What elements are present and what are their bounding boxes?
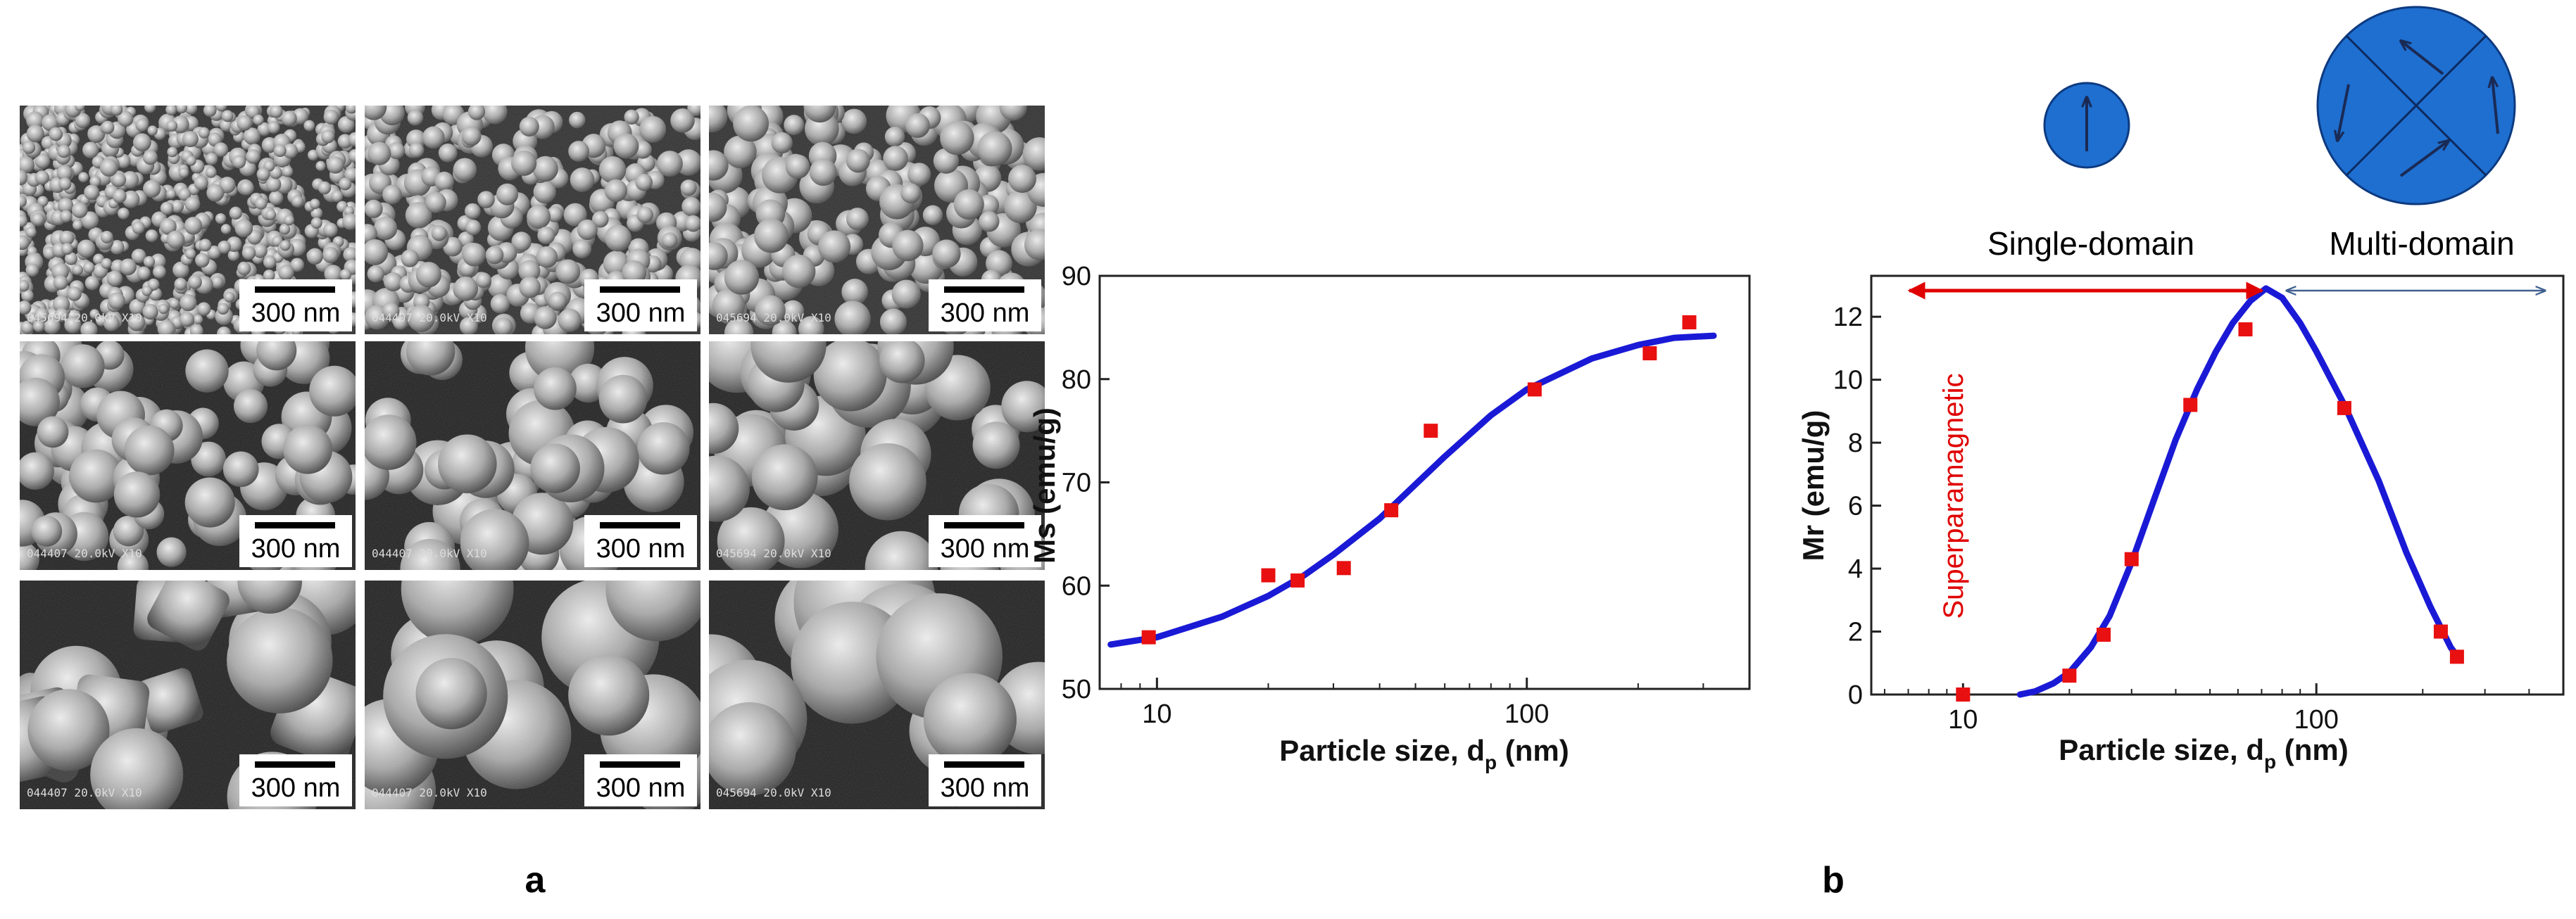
data-point xyxy=(2449,649,2464,664)
fit-curve xyxy=(1107,332,1717,648)
data-point xyxy=(2124,552,2139,566)
mr-chart: 0 2 4 6 8 10 12 10 100 Mr (emu/g) Particle size,… xyxy=(1797,225,2565,773)
scalebar-label: 300 nm xyxy=(596,534,686,564)
y-tick-label: 80 xyxy=(1062,365,1091,395)
scalebar-line xyxy=(944,761,1024,768)
data-point xyxy=(2238,322,2253,337)
scalebar-line xyxy=(255,522,335,528)
sem-micrograph-tile: 045694 20.0kV X10 300 nm xyxy=(709,106,1045,334)
panel-b-label: b xyxy=(1822,860,1845,901)
data-point xyxy=(2097,628,2111,642)
superparamagnetic-label: Superparamagnetic xyxy=(1938,373,1969,619)
data-point xyxy=(1527,382,1542,397)
x-tick-label: 10 xyxy=(1142,699,1171,729)
data-point xyxy=(1384,503,1399,518)
fit-curve xyxy=(2016,285,2463,698)
y-tick-label: 0 xyxy=(1848,680,1863,710)
sem-micrograph-tile: 044407 20.0kV X10 300 nm xyxy=(20,341,356,570)
sem-micrograph-tile: 045694 20.0kV X10 300 nm xyxy=(20,106,356,334)
scalebar-label: 300 nm xyxy=(596,298,686,328)
y-tick-label: 12 xyxy=(1833,303,1863,332)
y-tick-label: 8 xyxy=(1848,429,1863,458)
x-tick-label: 10 xyxy=(1948,705,1978,735)
sem-micrograph-tile: 044407 20.0kV X10 300 nm xyxy=(365,106,700,334)
sem-metadata-text: 045694 20.0kV X10 xyxy=(27,311,142,324)
y-tick-label: 70 xyxy=(1062,469,1091,498)
single-domain-label: Single-domain xyxy=(1987,225,2194,262)
sem-metadata-text: 044407 20.0kV X10 xyxy=(27,547,142,560)
y-tick-label: 6 xyxy=(1848,492,1863,521)
x-tick-label: 100 xyxy=(2294,705,2338,735)
data-point xyxy=(1424,424,1438,438)
sem-micrograph-grid: 045694 20.0kV X10 300 nm 044407 20.0kV X10… xyxy=(20,106,1045,809)
data-point xyxy=(1261,568,1276,583)
sem-micrograph-tile: 045694 20.0kV X10 300 nm xyxy=(709,341,1045,570)
data-point xyxy=(1642,346,1657,361)
sem-metadata-text: 045694 20.0kV X10 xyxy=(716,786,831,799)
ms-chart: 50 60 70 80 90 10 100 Ms (emu/g) Particle size… xyxy=(1028,262,1751,773)
data-point xyxy=(1290,573,1305,588)
single-domain-icon xyxy=(2043,82,2130,169)
scalebar-line xyxy=(944,286,1024,293)
data-point xyxy=(1682,315,1697,330)
sem-metadata-text: 045694 20.0kV X10 xyxy=(716,311,831,324)
data-point xyxy=(2337,400,2351,415)
scalebar-label: 300 nm xyxy=(251,534,341,564)
ms-x-axis-label: Particle size, dp (nm) xyxy=(1279,734,1569,773)
sem-micrograph-tile: 044407 20.0kV X10 300 nm xyxy=(365,341,700,570)
scalebar-label: 300 nm xyxy=(251,773,341,803)
y-tick-label: 2 xyxy=(1848,618,1863,647)
y-tick-label: 4 xyxy=(1848,554,1863,584)
y-tick-label: 10 xyxy=(1833,366,1863,395)
data-point xyxy=(2062,668,2077,683)
scalebar-line xyxy=(944,522,1024,528)
data-point xyxy=(2433,624,2448,639)
y-tick-label: 50 xyxy=(1062,675,1091,704)
sem-metadata-text: 044407 20.0kV X10 xyxy=(372,311,487,324)
scalebar-line xyxy=(255,761,335,768)
sem-micrograph-tile: 044407 20.0kV X10 300 nm xyxy=(20,581,356,809)
mr-x-axis-label: Particle size, dp (nm) xyxy=(2059,733,2349,773)
scalebar-label: 300 nm xyxy=(941,534,1030,564)
scalebar-line xyxy=(600,522,680,528)
multi-domain-label: Multi-domain xyxy=(2329,225,2514,262)
scalebar-line xyxy=(255,286,335,293)
scalebar-line xyxy=(600,286,680,293)
panel-a-label: a xyxy=(525,860,546,901)
sem-metadata-text: 044407 20.0kV X10 xyxy=(27,786,142,799)
scalebar-label: 300 nm xyxy=(251,298,341,328)
data-point xyxy=(2183,398,2198,412)
sem-metadata-text: 044407 20.0kV X10 xyxy=(372,547,487,560)
scalebar-line xyxy=(600,761,680,768)
data-point xyxy=(1956,687,1971,702)
ms-y-axis-label: Ms (emu/g) xyxy=(1028,407,1061,564)
scalebar-label: 300 nm xyxy=(941,298,1030,328)
data-point xyxy=(1336,561,1351,576)
sem-micrograph-tile: 044407 20.0kV X10 300 nm xyxy=(365,581,700,809)
data-point xyxy=(1141,630,1156,645)
sem-metadata-text: 045694 20.0kV X10 xyxy=(716,547,831,560)
y-tick-label: 60 xyxy=(1062,571,1091,601)
multi-domain-icon xyxy=(2316,6,2516,205)
mr-y-axis-label: Mr (emu/g) xyxy=(1797,410,1830,562)
x-tick-label: 100 xyxy=(1504,699,1549,729)
scalebar-label: 300 nm xyxy=(596,773,686,803)
y-tick-label: 90 xyxy=(1062,262,1091,291)
mr-plot-frame xyxy=(1870,274,2565,696)
scalebar-label: 300 nm xyxy=(941,773,1030,803)
sem-micrograph-tile: 045694 20.0kV X10 300 nm xyxy=(709,581,1045,809)
sem-metadata-text: 044407 20.0kV X10 xyxy=(372,786,487,799)
